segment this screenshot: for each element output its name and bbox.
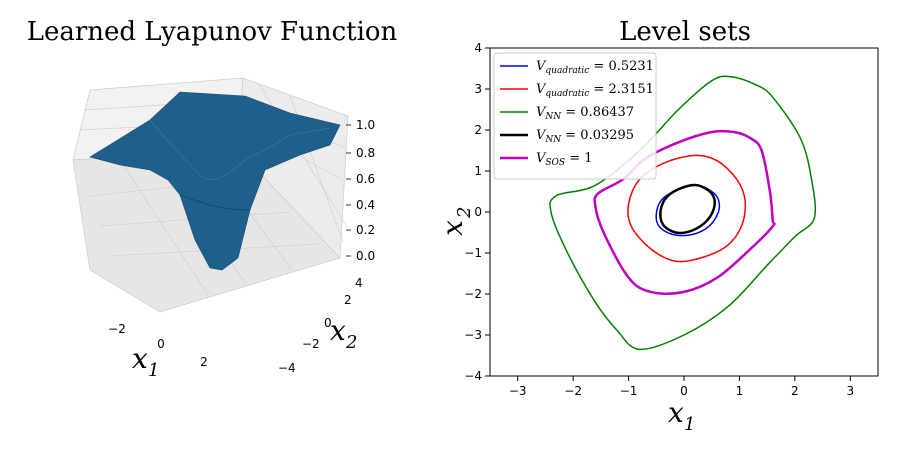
x-axis-ticks: −3 −2 −1 0 1 2 3 bbox=[509, 376, 854, 398]
legend-box bbox=[493, 52, 657, 180]
x1-tick-label: −2 bbox=[108, 322, 126, 336]
z-tick-label: 0.8 bbox=[356, 146, 375, 160]
x2-tick-label: 0 bbox=[324, 316, 332, 330]
y-tick-label: −1 bbox=[464, 246, 482, 260]
legend-label: Vquadratic = 0.5231 bbox=[536, 59, 654, 76]
surface-title: Learned Lyapunov Function bbox=[27, 17, 398, 47]
x1-tick-label: 0 bbox=[157, 337, 165, 351]
legend: Vquadratic = 0.5231 Vquadratic = 2.3151 VN… bbox=[493, 52, 657, 180]
vnn-003295-curve bbox=[659, 183, 717, 235]
z-tick-label: 0.4 bbox=[356, 198, 375, 212]
svg-text:2: 2 bbox=[345, 332, 357, 353]
svg-text:2: 2 bbox=[454, 207, 475, 219]
x2-axis-ticks: 420−2−4 bbox=[278, 276, 363, 375]
surface-shadow bbox=[179, 194, 251, 211]
x-tick-label: 1 bbox=[736, 384, 744, 398]
legend-label: VNN = 0.03295 bbox=[536, 128, 634, 145]
x-axis-label: x 1 bbox=[668, 396, 695, 435]
y-tick-label: 3 bbox=[474, 82, 482, 96]
y-tick-label: 0 bbox=[474, 205, 482, 219]
vsos-1-curve bbox=[593, 129, 776, 295]
y-tick-label: −3 bbox=[464, 328, 482, 342]
x-tick-label: −2 bbox=[564, 384, 582, 398]
x1-axis-label: x 1 bbox=[132, 342, 159, 381]
x2-tick-label: 2 bbox=[344, 293, 352, 307]
svg-text:1: 1 bbox=[684, 414, 695, 435]
z-tick-label: 1.0 bbox=[356, 118, 375, 132]
legend-label: VNN = 0.86437 bbox=[536, 105, 634, 122]
x1-axis-ticks: −2 0 2 bbox=[108, 322, 208, 369]
level-set-curves bbox=[549, 75, 817, 351]
legend-label: VSOS = 1 bbox=[536, 151, 593, 168]
y-axis-ticks: 4 3 2 1 0 −1 −2 −3 −4 bbox=[464, 41, 490, 383]
y-tick-label: 4 bbox=[474, 41, 482, 55]
vnn-086437-curve bbox=[549, 75, 817, 351]
y-tick-label: −2 bbox=[464, 287, 482, 301]
z-tick-label: 0.0 bbox=[356, 249, 375, 263]
x-tick-label: 0 bbox=[680, 384, 688, 398]
surface-highlight bbox=[149, 119, 331, 180]
legend-label: Vquadratic = 2.3151 bbox=[536, 82, 654, 99]
level-sets-title: Level sets bbox=[619, 17, 751, 47]
x2-axis-label: x 2 bbox=[330, 314, 357, 353]
x2-tick-label: 4 bbox=[355, 276, 363, 290]
vquad-23151-curve bbox=[627, 154, 747, 263]
x-tick-label: −3 bbox=[509, 384, 527, 398]
x1-tick-label: 2 bbox=[200, 355, 208, 369]
x2-tick-label: −4 bbox=[278, 361, 296, 375]
x2-tick-label: −2 bbox=[302, 337, 320, 351]
svg-text:x: x bbox=[436, 220, 469, 236]
svg-text:x: x bbox=[330, 314, 346, 347]
x-tick-label: 2 bbox=[791, 384, 799, 398]
y-tick-label: −4 bbox=[464, 369, 482, 383]
surface-plot: Learned Lyapunov Function 1.0 0.8 0.6 0.4 0.… bbox=[27, 17, 398, 381]
svg-text:x: x bbox=[132, 342, 148, 375]
z-tick-label: 0.2 bbox=[356, 223, 375, 237]
y-tick-label: 1 bbox=[474, 164, 482, 178]
svg-text:1: 1 bbox=[148, 360, 159, 381]
z-tick-label: 0.6 bbox=[356, 172, 375, 186]
y-tick-label: 2 bbox=[474, 123, 482, 137]
svg-text:x: x bbox=[668, 396, 684, 429]
x-tick-label: −1 bbox=[620, 384, 638, 398]
z-axis-ticks: 1.0 0.8 0.6 0.4 0.2 0.0 bbox=[346, 118, 375, 263]
level-sets-plot: Level sets −3 −2 −1 0 1 2 3 4 3 2 1 0 −1 −2 −3 −4 Vqua… bbox=[436, 17, 879, 435]
y-axis-label: x 2 bbox=[436, 207, 475, 236]
x-tick-label: 3 bbox=[846, 384, 854, 398]
